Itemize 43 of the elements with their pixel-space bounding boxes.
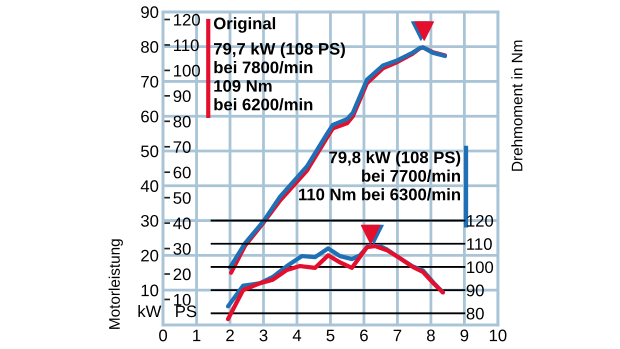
y-tick-label: 80 <box>141 41 158 53</box>
x-tick-label: 0 <box>159 330 168 342</box>
y3-tick-label: 10 <box>174 294 191 306</box>
y3-tick-label: 120 <box>174 14 200 26</box>
text: kW <box>138 304 162 318</box>
y2-tick-label: 80 <box>466 308 484 320</box>
x-tick-label: 5 <box>326 330 334 342</box>
y3-tick-label: 20 <box>174 268 191 280</box>
y-tick-label: 40 <box>140 180 158 192</box>
annotation: PS <box>176 305 196 318</box>
y3-tick-label: 100 <box>174 64 200 77</box>
y3-tick-label: 70 <box>174 141 191 153</box>
y-tick-label: 70 <box>141 76 158 88</box>
y3-tick-label: 90 <box>174 90 191 102</box>
x-tick-label: 1 <box>193 330 200 342</box>
y3-tick-label: 30 <box>173 242 191 255</box>
y-tick-label: 50 <box>141 145 158 158</box>
y3-tick-label: 60 <box>174 166 191 178</box>
annotation: 79,8 kW (108 PS) bei 7700/min 110 Nm bei 6300/min <box>299 151 460 201</box>
y3-tick-label: 110 <box>174 39 199 52</box>
x-tick-label: 4 <box>292 330 302 342</box>
x-tick-label: 6 <box>360 330 368 342</box>
y2-tick-label: 90 <box>466 284 484 296</box>
y2-tick-label: 110 <box>467 238 492 250</box>
y-tick-label: 30 <box>140 214 158 227</box>
y3-tick-label: 50 <box>173 192 191 204</box>
y-axis-title: Motorleistung <box>108 239 123 329</box>
x-tick-label: 2 <box>226 330 234 342</box>
y2-axis-title: Drehmoment in Nm <box>511 40 522 171</box>
x-tick-label: 3 <box>260 330 268 342</box>
y3-tick-label: 80 <box>174 116 191 128</box>
y3-tick-label: 40 <box>173 218 191 230</box>
y-tick-label: 90 <box>141 6 158 18</box>
y-tick-label: 60 <box>141 110 158 122</box>
y2-tick-label: 100 <box>467 261 494 274</box>
x-tick-label: 9 <box>460 330 468 342</box>
y-tick-label: 20 <box>141 250 158 262</box>
x-tick-label: 10 <box>490 330 506 342</box>
y-tick-label: 10 <box>142 284 158 296</box>
x-tick-label: 7 <box>394 330 402 342</box>
annotation: 79,7 kW (108 PS) bei 7800/min 109 Nm bei 6200/min <box>214 42 345 111</box>
x-tick-label: 8 <box>426 330 435 342</box>
text: Original <box>214 17 276 33</box>
